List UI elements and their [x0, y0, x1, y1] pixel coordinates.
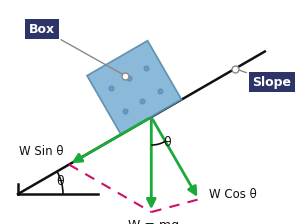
Text: W Sin θ: W Sin θ — [19, 144, 63, 157]
Text: W Cos θ: W Cos θ — [209, 188, 257, 201]
Text: Slope: Slope — [238, 69, 292, 88]
Polygon shape — [87, 41, 181, 135]
Text: Box: Box — [29, 22, 123, 74]
Text: θ: θ — [163, 136, 171, 149]
Text: θ: θ — [56, 175, 64, 188]
Text: W = mg: W = mg — [128, 219, 179, 224]
